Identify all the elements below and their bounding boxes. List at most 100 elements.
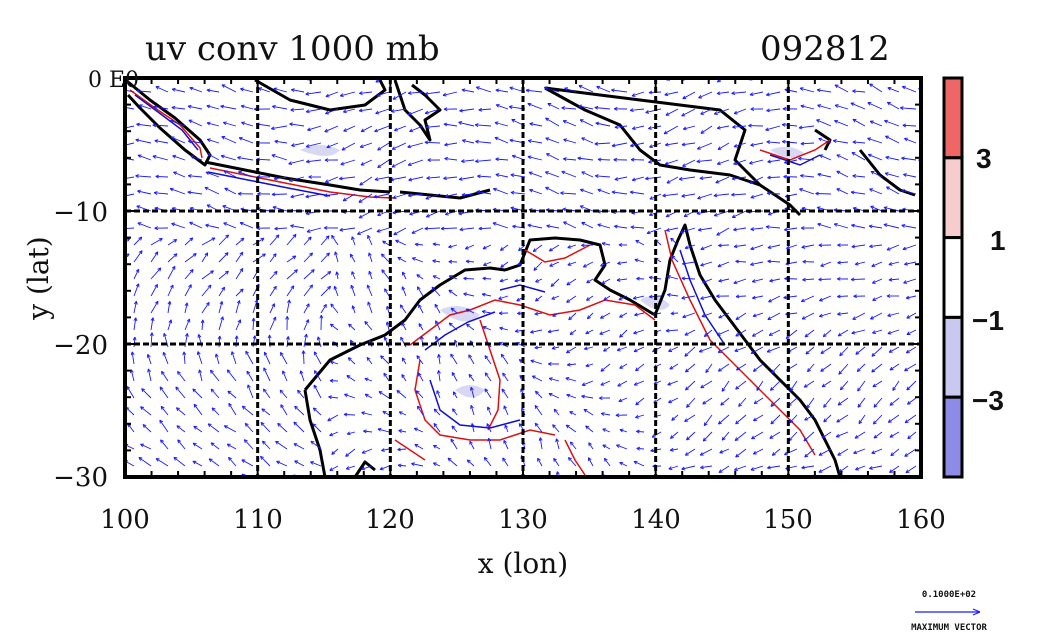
wind-vector	[804, 448, 815, 458]
wind-vector-head	[291, 88, 295, 93]
wind-vector-head	[584, 346, 588, 351]
wind-vector	[429, 482, 440, 483]
wind-vector-head	[432, 242, 437, 247]
wind-vector-head	[717, 367, 722, 372]
wind-vector	[715, 176, 730, 184]
x-tick-110: 110	[233, 505, 283, 535]
wind-vector	[397, 448, 407, 451]
wind-vector-head	[402, 271, 406, 276]
wind-vector	[416, 274, 424, 280]
reference-vector-value: 0.1000E+02	[922, 590, 976, 600]
wind-vector-head	[901, 189, 905, 193]
wind-vector	[382, 410, 390, 416]
wind-vector	[93, 389, 101, 398]
wind-vector-head	[290, 285, 295, 290]
wind-vector	[125, 125, 135, 129]
wind-vector	[851, 278, 866, 281]
wind-vector-head	[310, 440, 315, 445]
wind-vector	[858, 414, 866, 424]
wind-vector-head	[696, 146, 701, 150]
wind-vector	[766, 108, 781, 112]
wind-vector	[649, 58, 661, 60]
wind-vector-head	[532, 248, 537, 253]
wind-vector	[103, 159, 117, 160]
wind-vector-head	[327, 271, 332, 275]
wind-vector-head	[852, 89, 856, 94]
wind-vector	[494, 55, 508, 58]
wind-vector	[567, 244, 577, 249]
wind-vector-head	[223, 170, 228, 174]
wind-vector	[482, 310, 492, 314]
wind-vector-head	[436, 390, 440, 395]
wind-vector-head	[443, 122, 448, 127]
wind-vector-head	[535, 279, 540, 283]
wind-vector-head	[358, 199, 363, 203]
wind-vector	[855, 346, 866, 355]
wind-vector	[367, 235, 373, 246]
wind-vector-head	[207, 153, 211, 157]
wind-vector	[534, 405, 543, 416]
wind-vector-head	[890, 452, 895, 457]
wind-vector	[889, 363, 900, 371]
wind-vector	[850, 102, 866, 110]
wind-vector-head	[514, 52, 518, 55]
wind-vector-head	[160, 405, 165, 410]
wind-vector-head	[682, 95, 687, 100]
wind-vector	[272, 206, 288, 212]
wind-vector-head	[442, 92, 447, 97]
wind-vector-head	[119, 178, 122, 181]
wind-vector-head	[305, 319, 310, 324]
wind-vector	[533, 261, 543, 271]
wind-vector	[147, 354, 152, 365]
wind-vector	[886, 186, 900, 195]
wind-vector	[666, 176, 679, 184]
wind-vector-head	[223, 121, 227, 126]
wind-vector	[718, 312, 730, 319]
wind-vector-head	[562, 120, 567, 124]
wind-vector	[391, 159, 407, 168]
wind-vector-head	[243, 439, 248, 444]
wind-vector	[836, 431, 849, 438]
wind-vector-head	[750, 246, 755, 251]
wind-vector-head	[702, 400, 707, 405]
colorbar-segment	[942, 236, 964, 319]
wind-vector	[463, 277, 475, 280]
wind-vector-head	[529, 188, 534, 193]
wind-vector	[102, 126, 118, 129]
wind-vector	[418, 304, 424, 314]
wind-vector-head	[595, 121, 600, 126]
wind-vector-head	[375, 110, 380, 115]
wind-vector-head	[228, 402, 232, 407]
wind-vector-head	[629, 190, 634, 195]
wind-vector-head	[553, 457, 557, 462]
wind-vector-head	[600, 367, 605, 372]
wind-vector-head	[664, 161, 669, 166]
wind-vector-head	[681, 295, 686, 300]
wind-vector	[494, 122, 509, 127]
wind-vector	[412, 257, 424, 263]
wind-vector-head	[701, 313, 706, 318]
wind-vector	[495, 89, 509, 93]
wind-vector-head	[207, 423, 212, 428]
wind-vector	[699, 448, 713, 456]
wind-vector	[823, 414, 832, 423]
wind-vector-head	[434, 303, 439, 308]
wind-vector	[906, 312, 917, 319]
wind-vector	[117, 302, 121, 313]
wind-vector	[735, 295, 747, 298]
wind-vector-head	[696, 159, 701, 164]
wind-vector	[682, 58, 696, 60]
wind-vector-head	[450, 307, 455, 312]
wind-vector-head	[110, 239, 114, 242]
wind-vector-head	[697, 195, 702, 200]
wind-vector-head	[451, 372, 456, 376]
wind-vector-head	[205, 171, 210, 176]
wind-vector-head	[682, 58, 685, 61]
wind-vector	[351, 236, 356, 246]
wind-vector	[432, 260, 441, 263]
wind-vector	[375, 108, 390, 114]
wind-vector	[218, 234, 229, 246]
wind-vector-head	[871, 368, 876, 373]
wind-vector-head	[494, 121, 499, 126]
wind-vector	[769, 431, 781, 439]
